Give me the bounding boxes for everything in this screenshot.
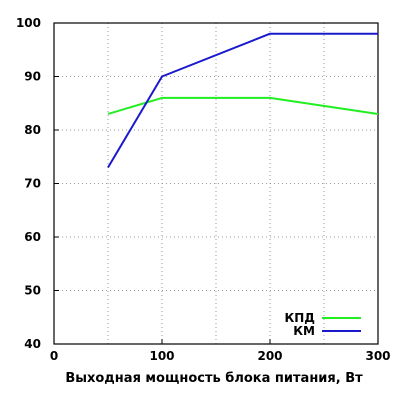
legend-label: КМ [293, 324, 315, 338]
y-tick-label: 40 [24, 337, 41, 351]
x-tick-label: 0 [50, 349, 58, 363]
y-tick-label: 100 [16, 16, 41, 30]
y-tick-label: 50 [24, 284, 41, 298]
x-tick-label: 300 [365, 349, 390, 363]
grid [54, 23, 378, 344]
x-axis-title: Выходная мощность блока питания, Вт [65, 371, 363, 386]
y-tick-label: 80 [24, 123, 41, 137]
series-line-1 [107, 96, 379, 115]
y-tick-label: 60 [24, 230, 41, 244]
axis-layer: 0 100 200 300 40 50 60 70 80 90 100 [16, 16, 391, 363]
y-tick-label: 90 [24, 70, 41, 84]
x-tick-label: 100 [149, 349, 174, 363]
series-layer [107, 32, 379, 168]
x-tick-label: 200 [257, 349, 282, 363]
legend-label: КПД [284, 311, 315, 325]
y-tick-label: 70 [24, 177, 41, 191]
series-line-2 [107, 32, 378, 168]
